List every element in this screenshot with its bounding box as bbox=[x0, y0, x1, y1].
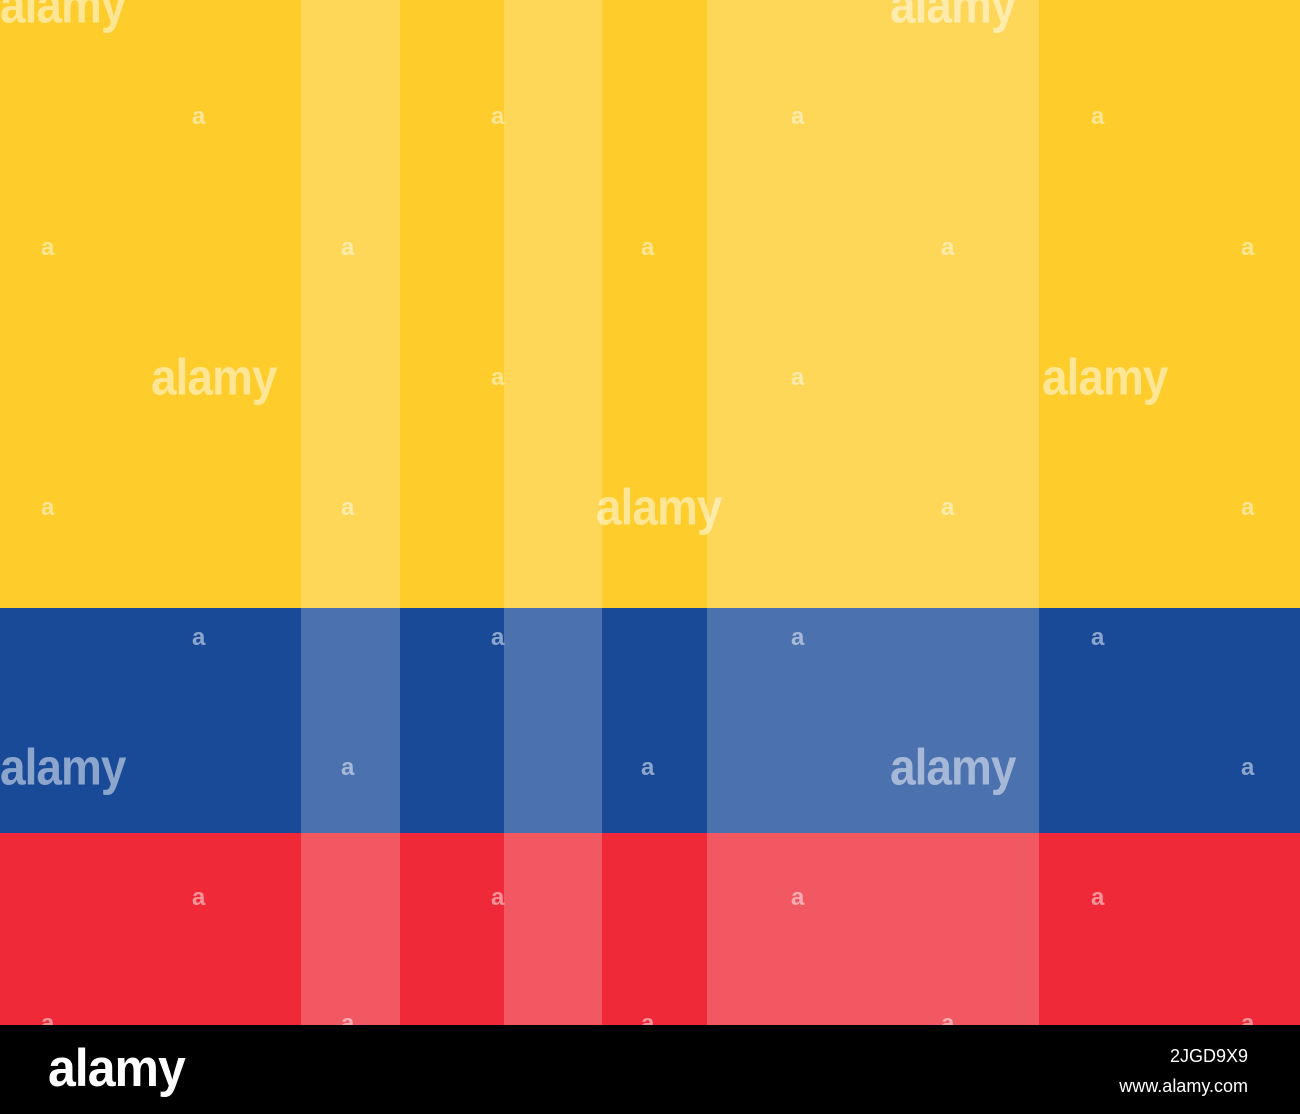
watermark-mark: a bbox=[41, 1010, 55, 1026]
watermark-text: alamy bbox=[1042, 348, 1168, 406]
watermark-mark: a bbox=[491, 624, 505, 651]
watermark-mark: a bbox=[341, 1010, 355, 1026]
watermark-mark: a bbox=[641, 754, 655, 781]
watermark-mark: a bbox=[1241, 234, 1255, 261]
footer-bar: alamy 2JGD9X9 www.alamy.com bbox=[0, 1025, 1300, 1114]
watermark-text: alamy bbox=[596, 478, 722, 536]
watermark-mark: a bbox=[791, 103, 805, 130]
watermark-mark: a bbox=[641, 1010, 655, 1026]
watermark-text: alamy bbox=[890, 0, 1016, 34]
flag-yellow-stripe bbox=[0, 0, 1300, 608]
watermark-mark: a bbox=[491, 364, 505, 391]
watermark-mark: a bbox=[791, 884, 805, 911]
watermark-mark: a bbox=[491, 884, 505, 911]
image-id: 2JGD9X9 bbox=[1169, 1046, 1248, 1066]
watermark-mark: a bbox=[941, 1010, 955, 1026]
colombia-flag: alamy alamy alamy alamy alamy alamy alamy a a a a a… bbox=[0, 0, 1300, 1025]
watermark-mark: a bbox=[341, 754, 355, 781]
watermark-text: alamy bbox=[890, 738, 1016, 796]
watermark-text: alamy bbox=[151, 348, 277, 406]
watermark-mark: a bbox=[791, 364, 805, 391]
watermark-mark: a bbox=[341, 494, 355, 521]
watermark-mark: a bbox=[941, 234, 955, 261]
flag-blue-stripe bbox=[0, 608, 1300, 833]
watermark-mark: a bbox=[341, 234, 355, 261]
watermark-mark: a bbox=[41, 234, 55, 261]
watermark-mark: a bbox=[192, 624, 206, 651]
watermark-text: alamy bbox=[0, 0, 126, 34]
watermark-mark: a bbox=[192, 103, 206, 130]
watermark-band bbox=[504, 0, 602, 1025]
watermark-mark: a bbox=[491, 103, 505, 130]
flag-red-stripe bbox=[0, 833, 1300, 1025]
footer-url: www.alamy.com bbox=[1119, 1076, 1248, 1096]
footer-logo: alamy bbox=[48, 1038, 186, 1098]
watermark-mark: a bbox=[941, 494, 955, 521]
watermark-mark: a bbox=[1241, 1010, 1255, 1026]
watermark-text: alamy bbox=[0, 738, 126, 796]
watermark-mark: a bbox=[1241, 494, 1255, 521]
watermark-mark: a bbox=[41, 494, 55, 521]
watermark-mark: a bbox=[1091, 884, 1105, 911]
watermark-mark: a bbox=[791, 624, 805, 651]
watermark-mark: a bbox=[1241, 754, 1255, 781]
watermark-mark: a bbox=[192, 884, 206, 911]
watermark-band bbox=[301, 0, 400, 1025]
watermark-mark: a bbox=[1091, 103, 1105, 130]
watermark-mark: a bbox=[641, 234, 655, 261]
watermark-band bbox=[707, 0, 1039, 1025]
watermark-mark: a bbox=[1091, 624, 1105, 651]
